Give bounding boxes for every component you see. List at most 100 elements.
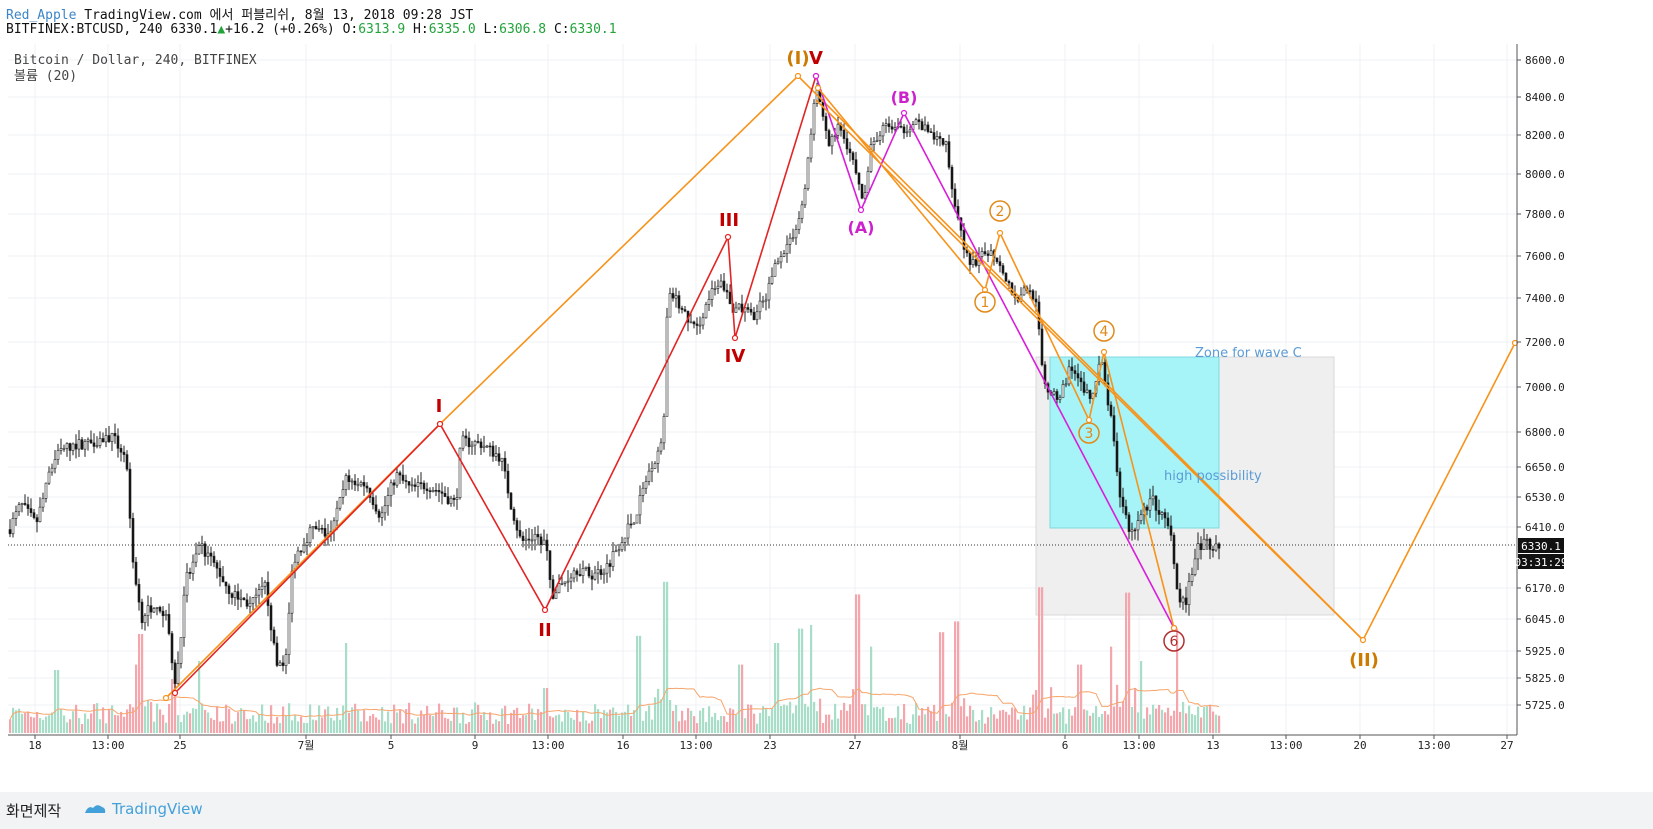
volume-bar — [72, 711, 75, 733]
volume-bar — [1059, 712, 1062, 733]
time-tick-label: 13:00 — [1417, 739, 1450, 752]
candle-body — [836, 123, 840, 136]
candle-body — [212, 555, 216, 563]
volume-bar — [165, 722, 168, 733]
volume-bar — [375, 717, 378, 733]
volume-bar — [831, 719, 834, 733]
candle-body — [242, 597, 246, 601]
volume-bar — [309, 704, 312, 733]
volume-bar — [393, 704, 396, 733]
candle-body — [446, 496, 450, 505]
legend-title: Bitcoin / Dollar, 240, BITFINEX — [14, 53, 257, 68]
volume-bar — [828, 714, 831, 733]
candle-body — [923, 124, 927, 131]
volume-bar — [723, 716, 726, 733]
volume-bar — [420, 710, 423, 733]
candle-body — [590, 575, 594, 580]
candle-body — [335, 507, 339, 522]
volume-bar — [1206, 706, 1209, 733]
candle-body — [725, 289, 729, 293]
candle-body — [734, 307, 738, 313]
candle-body — [557, 583, 561, 594]
time-tick-label: 25 — [173, 739, 186, 752]
candle-body — [185, 571, 189, 596]
candle-body — [782, 253, 786, 257]
candle-body — [278, 662, 282, 666]
volume-bar — [438, 703, 441, 733]
volume-bar — [768, 716, 771, 733]
candle-body — [1040, 328, 1044, 366]
volume-bar — [738, 664, 741, 733]
candle-body — [137, 584, 141, 603]
candle-body — [221, 576, 225, 583]
wave-label-circle — [989, 200, 1011, 222]
candle-body — [920, 121, 924, 131]
volume-bar — [579, 721, 582, 733]
time-axis[interactable]: 18 13:00 25 7월 5 9 13:00 16 13:00 23 27 8월 6 13:00 13 1… — [28, 735, 1514, 752]
volume-bar — [66, 722, 69, 733]
volume-bar — [1191, 713, 1194, 733]
candle-body — [794, 229, 798, 239]
candle-body — [563, 581, 567, 584]
candle-body — [842, 129, 846, 139]
volume-bar — [228, 708, 231, 733]
volume-bar — [927, 706, 930, 733]
volume-bar — [207, 712, 210, 733]
candle-body — [1145, 506, 1149, 511]
chart-grid — [8, 44, 1517, 735]
candle-body — [1178, 588, 1182, 603]
wave-pivot — [812, 72, 820, 80]
wave-label: IV — [725, 346, 746, 367]
elliott-waves[interactable] — [162, 72, 1519, 702]
price-axis[interactable]: 8600.0 8400.0 8200.0 8000.0 7800.0 7600.0 7400… — [1517, 54, 1565, 712]
volume-bar — [75, 704, 78, 733]
candle-body — [134, 561, 138, 585]
volume-bar — [345, 643, 348, 733]
volume-bar — [783, 704, 786, 733]
volume-bar — [465, 723, 468, 733]
volume-bar — [1071, 715, 1074, 733]
volume-bar — [1110, 646, 1113, 733]
candle-body — [1199, 543, 1203, 551]
candle-body — [95, 445, 99, 447]
candle-body — [227, 585, 231, 595]
open-label: O: — [342, 22, 359, 37]
volume-bar — [690, 710, 693, 733]
volume-bar — [888, 718, 891, 733]
tradingview-link[interactable]: TradingView — [84, 800, 203, 818]
candle-body — [1181, 597, 1185, 603]
candle-body — [1112, 415, 1116, 442]
volume-bar — [213, 719, 216, 733]
candle-body — [314, 525, 318, 530]
volume-bar — [900, 719, 903, 733]
volume-bar — [582, 711, 585, 733]
volume-bar — [300, 716, 303, 733]
volume-bar — [996, 718, 999, 733]
volume-bar — [405, 709, 408, 733]
candle-body — [1154, 495, 1158, 511]
candle-body — [566, 580, 570, 583]
volume-bar — [915, 703, 918, 733]
volume-bar — [42, 719, 45, 733]
candle-body — [866, 171, 870, 193]
volume-bar — [954, 621, 957, 733]
candle-body — [1211, 549, 1215, 551]
candle-body — [359, 482, 363, 486]
candle-body — [665, 316, 669, 417]
volume-bar — [279, 723, 282, 733]
price-tick-label: 6410.0 — [1525, 521, 1565, 534]
candle-body — [1205, 538, 1209, 541]
candle-body — [950, 166, 954, 190]
volume-bar — [264, 720, 267, 733]
author-name[interactable]: Red_Apple — [6, 8, 77, 23]
volume-bar — [795, 705, 798, 733]
candle-body — [938, 136, 942, 139]
candle-body — [704, 304, 708, 319]
candle-body — [620, 542, 624, 551]
candle-body — [404, 480, 408, 482]
candle-body — [23, 503, 27, 505]
volume-bar — [258, 714, 261, 733]
close-value: 6330.1 — [569, 22, 617, 37]
volume-bar — [1203, 707, 1206, 733]
